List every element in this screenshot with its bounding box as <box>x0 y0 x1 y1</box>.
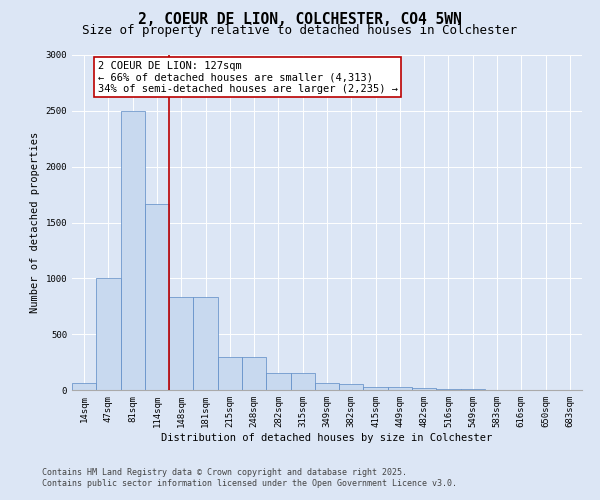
Bar <box>145 204 169 390</box>
Text: Size of property relative to detached houses in Colchester: Size of property relative to detached ho… <box>83 24 517 37</box>
Text: 2 COEUR DE LION: 127sqm
← 66% of detached houses are smaller (4,313)
34% of semi: 2 COEUR DE LION: 127sqm ← 66% of detache… <box>97 60 398 94</box>
Bar <box>339 384 364 390</box>
Text: 2, COEUR DE LION, COLCHESTER, CO4 5WN: 2, COEUR DE LION, COLCHESTER, CO4 5WN <box>138 12 462 28</box>
Bar <box>436 389 461 390</box>
Bar <box>266 373 290 390</box>
Bar <box>121 111 145 390</box>
Bar <box>169 298 193 390</box>
Bar <box>315 384 339 390</box>
Bar <box>193 298 218 390</box>
Bar <box>412 388 436 390</box>
Y-axis label: Number of detached properties: Number of detached properties <box>30 132 40 313</box>
Text: Contains HM Land Registry data © Crown copyright and database right 2025.
Contai: Contains HM Land Registry data © Crown c… <box>42 468 457 487</box>
Bar <box>218 356 242 390</box>
Bar <box>364 386 388 390</box>
Bar <box>388 386 412 390</box>
Bar <box>290 373 315 390</box>
Bar <box>72 384 96 390</box>
X-axis label: Distribution of detached houses by size in Colchester: Distribution of detached houses by size … <box>161 432 493 442</box>
Bar <box>242 356 266 390</box>
Bar <box>96 278 121 390</box>
